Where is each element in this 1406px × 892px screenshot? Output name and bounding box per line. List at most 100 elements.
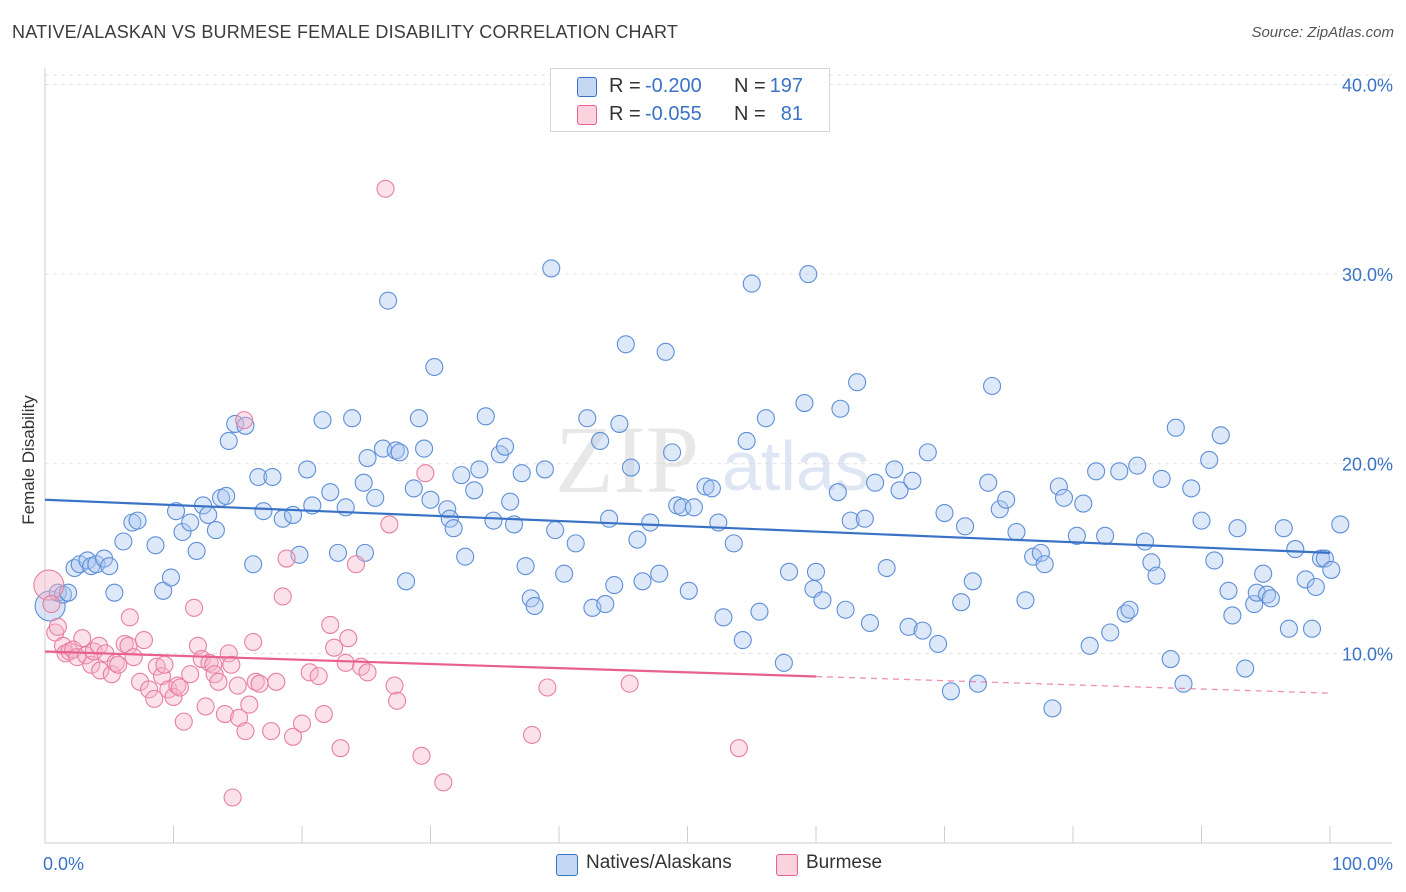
point-natives (1219, 581, 1238, 600)
point-natives (254, 502, 273, 521)
point-natives (890, 481, 909, 500)
point-natives (633, 572, 652, 591)
point-natives (899, 617, 918, 636)
point-natives (440, 509, 459, 528)
point-natives (343, 409, 362, 428)
legend-row-natives: R = -0.200 N = 197 (551, 73, 829, 101)
bottom-legend-label: Burmese (806, 852, 883, 873)
point-natives (1142, 553, 1161, 572)
point-burmese (314, 705, 333, 724)
point-burmese (380, 515, 399, 534)
legend-r-label: R = (609, 103, 641, 125)
point-natives (952, 593, 971, 612)
point-natives (219, 431, 238, 451)
point-natives (128, 511, 147, 530)
point-natives (366, 488, 385, 507)
point-natives (779, 562, 799, 581)
point-burmese (223, 788, 242, 807)
bottom-swatch-blue (556, 854, 578, 876)
point-natives (1228, 519, 1247, 538)
point-burmese (134, 631, 153, 650)
point-natives (409, 409, 428, 428)
point-natives (1049, 477, 1068, 496)
point-burmese (388, 691, 407, 710)
point-natives (1054, 488, 1074, 507)
point-natives (1110, 462, 1129, 481)
point-burmese (196, 697, 215, 716)
point-burmese (33, 569, 65, 601)
point-burmese (300, 663, 319, 682)
point-natives (199, 505, 218, 524)
legend-r-label: R = (609, 75, 641, 97)
point-natives (1315, 549, 1334, 568)
trend-line-solid (44, 650, 817, 678)
point-natives (1286, 540, 1305, 559)
point-natives (321, 483, 340, 502)
point-natives (702, 479, 721, 498)
watermark-atlas: atlas (722, 427, 870, 505)
point-natives (848, 373, 867, 392)
y-tick-label: 30.0% (1342, 265, 1393, 285)
point-burmese (215, 705, 234, 724)
point-natives (929, 634, 948, 653)
point-natives (249, 467, 268, 487)
point-natives (578, 409, 597, 428)
series-natives-alaskans (34, 259, 1350, 718)
point-natives (535, 460, 554, 479)
point-burmese (228, 676, 247, 695)
point-natives (860, 613, 880, 633)
point-natives (161, 568, 180, 587)
point-burmese (102, 665, 121, 684)
point-burmese (222, 655, 241, 674)
point-natives (154, 581, 173, 600)
point-burmese (250, 674, 269, 693)
point-burmese (145, 689, 164, 708)
x-tick-label-min: 0.0% (43, 854, 84, 874)
point-natives (217, 486, 236, 506)
legend-n-label: N = (734, 103, 766, 125)
point-natives (605, 576, 624, 595)
point-natives (935, 503, 954, 523)
point-burmese (277, 549, 296, 568)
chart-title: NATIVE/ALASKAN VS BURMESE FEMALE DISABIL… (12, 22, 679, 42)
point-natives (903, 471, 922, 490)
point-natives (918, 443, 937, 462)
point-natives (866, 473, 885, 492)
point-burmese (240, 695, 259, 714)
tick-labels: 10.0% 20.0% 30.0% 40.0% 0.0% 100.0% (43, 75, 1393, 874)
legend-n-value: 81 (780, 103, 803, 125)
legend-r-value: -0.055 (645, 103, 702, 125)
point-natives (100, 557, 119, 576)
point-natives (616, 335, 635, 354)
point-natives (512, 464, 531, 483)
point-natives (1147, 566, 1166, 585)
point-natives (1074, 494, 1093, 513)
source-credit: Source: ZipAtlas.com (1251, 24, 1394, 41)
point-natives (628, 530, 647, 549)
point-natives (641, 513, 660, 532)
y-tick-label: 20.0% (1342, 455, 1393, 475)
point-natives (1331, 515, 1350, 534)
point-natives (1101, 623, 1120, 642)
point-natives (146, 536, 165, 555)
point-natives (566, 534, 585, 553)
point-natives (968, 674, 987, 693)
point-burmese (174, 712, 193, 731)
point-natives (1279, 619, 1298, 638)
point-burmese (292, 714, 312, 733)
point-natives (956, 517, 975, 536)
point-natives (1236, 659, 1255, 678)
point-natives (1322, 560, 1341, 579)
point-burmese (336, 653, 355, 672)
point-natives (663, 443, 682, 462)
legend-swatch-blue (577, 77, 597, 97)
point-natives (1067, 526, 1086, 545)
point-natives (1254, 564, 1273, 583)
point-natives (1296, 570, 1315, 589)
point-natives (1205, 551, 1224, 570)
trend-line-solid (44, 498, 1331, 554)
point-natives (596, 595, 615, 614)
point-burmese (140, 680, 159, 699)
point-burmese (168, 676, 187, 695)
point-burmese (620, 674, 639, 693)
